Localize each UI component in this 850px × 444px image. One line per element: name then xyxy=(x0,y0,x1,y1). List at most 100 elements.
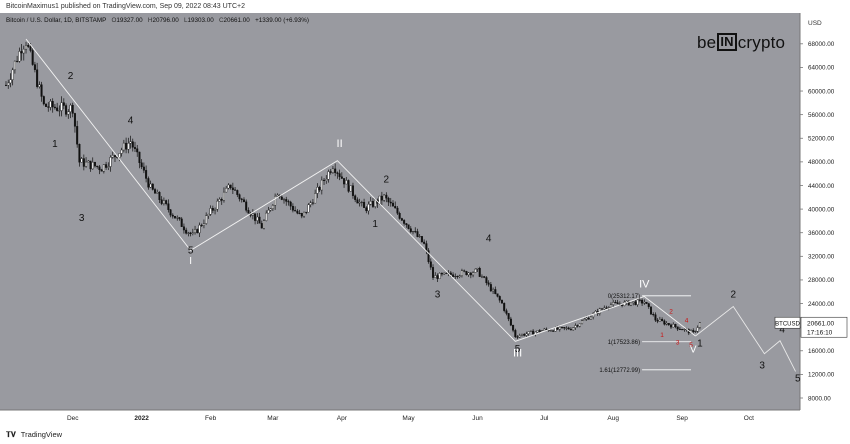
candle-body xyxy=(371,201,374,207)
candle-body xyxy=(565,327,568,329)
candle-body xyxy=(331,168,334,173)
candle-body xyxy=(120,149,123,154)
candle-body xyxy=(202,223,205,226)
candle-body xyxy=(460,270,463,276)
candle-body xyxy=(58,110,61,112)
candle-body xyxy=(398,213,401,219)
candle-body xyxy=(311,202,314,204)
candle-body xyxy=(485,277,488,284)
candle-body xyxy=(627,300,630,306)
candle-body xyxy=(494,289,497,294)
y-tick-label: 24000.00 xyxy=(808,301,835,308)
wave-label: 1 xyxy=(52,139,58,150)
wave-label: V xyxy=(690,345,697,356)
candle-body xyxy=(601,308,604,310)
candle-body xyxy=(523,333,526,336)
candle-body xyxy=(267,209,270,214)
x-tick-label: Apr xyxy=(337,415,348,422)
candle-body xyxy=(552,330,555,332)
candle-body xyxy=(60,102,63,111)
candle-body xyxy=(98,166,101,171)
candle-body xyxy=(125,142,128,150)
wave-label: 1 xyxy=(372,219,378,230)
low-value: 19303.00 xyxy=(187,17,214,24)
candle-body xyxy=(316,187,319,194)
candle-body xyxy=(456,276,459,278)
candle-body xyxy=(354,195,357,200)
candle-body xyxy=(7,82,10,86)
price-chart[interactable]: USD8000.0012000.0016000.0020000.0024000.… xyxy=(0,13,850,425)
candle-body xyxy=(80,158,83,163)
wave-label: 5 xyxy=(188,245,194,256)
candle-body xyxy=(452,274,455,277)
wave-label: 3 xyxy=(676,339,680,346)
candle-body xyxy=(20,51,23,54)
candle-body xyxy=(492,289,495,292)
symbol-tag-text: BTCUSD xyxy=(775,321,800,327)
candle-body xyxy=(696,327,699,332)
candle-body xyxy=(405,223,408,225)
candle-body xyxy=(567,327,570,330)
candle-body xyxy=(165,200,168,204)
symbol-title: Bitcoin / U.S. Dollar, 1D, BITSTAMP xyxy=(6,17,107,24)
wave-label: IV xyxy=(639,279,650,291)
candle-body xyxy=(102,164,105,172)
candle-body xyxy=(458,275,461,277)
candle-body xyxy=(87,160,90,163)
candle-body xyxy=(625,300,628,303)
candle-body xyxy=(227,184,230,189)
candle-body xyxy=(629,302,632,306)
candle-body xyxy=(661,319,664,322)
tradingview-icon: 𝐓𝐕 xyxy=(6,430,16,439)
candle-body xyxy=(556,327,559,330)
candle-body xyxy=(638,299,641,301)
candle-body xyxy=(149,183,152,188)
candle-body xyxy=(158,191,161,200)
candle-body xyxy=(314,193,317,204)
candle-body xyxy=(403,220,406,224)
time-axis-background xyxy=(0,410,800,425)
candle-body xyxy=(214,209,217,211)
candle-body xyxy=(694,331,697,333)
candle-body xyxy=(27,45,30,47)
candle-body xyxy=(118,153,121,158)
candle-body xyxy=(216,200,219,210)
candle-body xyxy=(347,180,350,192)
candle-body xyxy=(45,103,48,107)
candle-body xyxy=(572,327,575,331)
candle-body xyxy=(260,223,263,229)
candle-body xyxy=(67,111,70,115)
candle-body xyxy=(583,319,586,321)
candle-body xyxy=(469,272,472,276)
candle-body xyxy=(76,126,79,145)
candle-body xyxy=(692,330,695,332)
candle-body xyxy=(182,226,185,231)
x-tick-label: Feb xyxy=(205,415,217,422)
candle-body xyxy=(587,317,590,320)
candle-body xyxy=(549,330,552,332)
candle-body xyxy=(380,195,383,201)
candle-body xyxy=(514,330,517,338)
candle-body xyxy=(681,329,684,331)
candle-body xyxy=(489,284,492,292)
candle-body xyxy=(474,268,477,273)
wave-label: 2 xyxy=(384,175,390,186)
candle-body xyxy=(42,96,45,105)
candle-body xyxy=(667,323,670,326)
candle-body xyxy=(487,282,490,285)
candle-body xyxy=(251,213,254,216)
candle-body xyxy=(385,194,388,199)
candle-body xyxy=(414,231,417,233)
logo-left: be xyxy=(697,33,717,52)
candle-body xyxy=(612,302,615,305)
candle-body xyxy=(427,250,430,262)
candle-body xyxy=(220,199,223,201)
candle-body xyxy=(360,201,363,203)
footer-brand: TradingView xyxy=(20,430,63,439)
candles-group xyxy=(4,41,701,340)
wave-label: 3 xyxy=(79,213,85,224)
wave-label: 2 xyxy=(669,309,673,316)
candle-body xyxy=(187,232,190,234)
candle-body xyxy=(614,302,617,304)
candle-body xyxy=(285,199,288,202)
